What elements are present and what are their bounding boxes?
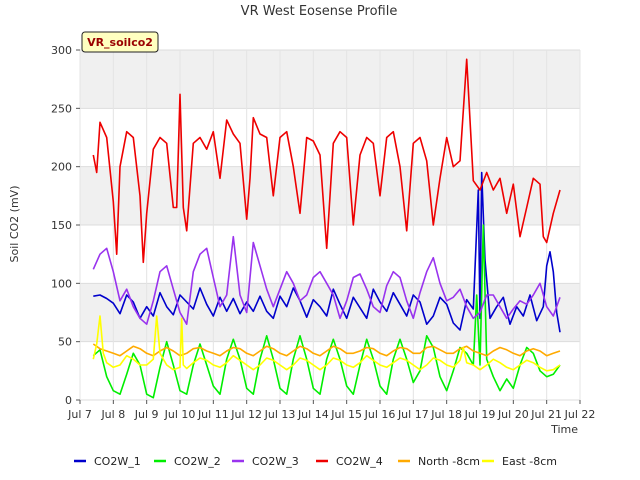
x-tick-label: Jul 22: [564, 408, 596, 421]
series-line-co2w-4: [92, 58, 561, 264]
x-tick-label: Jul 9: [134, 408, 159, 421]
x-tick-label: Jul 7: [67, 408, 92, 421]
x-tick-label: Jul 12: [230, 408, 262, 421]
series-line-east-8cm: [92, 315, 561, 372]
legend-item: East -8cm: [482, 455, 557, 468]
y-axis-label: Soil CO2 (mV): [8, 186, 21, 263]
legend-item: CO2W_4: [316, 455, 383, 468]
y-tick-label: 200: [51, 161, 72, 174]
badge-label: VR_soilco2: [87, 36, 153, 49]
x-tick-label: Jul 19: [464, 408, 496, 421]
x-tick-label: Jul 10: [164, 408, 196, 421]
x-tick-label: Jul 18: [430, 408, 462, 421]
legend-label: North -8cm: [418, 455, 480, 468]
legend-item: CO2W_2: [154, 455, 221, 468]
x-axis-label: Time: [550, 423, 578, 436]
x-tick-label: Jul 13: [264, 408, 296, 421]
series-layer: [92, 58, 561, 399]
plot-band: [80, 50, 580, 109]
x-tick-label: Jul 11: [197, 408, 229, 421]
legend-label: CO2W_4: [336, 455, 383, 468]
y-tick-label: 50: [58, 336, 72, 349]
y-tick-label: 300: [51, 44, 72, 57]
legend-item: North -8cm: [398, 455, 480, 468]
y-tick-label: 150: [51, 219, 72, 232]
badge: VR_soilco2: [81, 31, 159, 53]
legend-label: East -8cm: [502, 455, 557, 468]
legend-item: CO2W_1: [74, 455, 141, 468]
plot-band: [80, 283, 580, 342]
x-tick-label: Jul 16: [364, 408, 396, 421]
x-axis-ticks: Jul 7 Jul 8 Jul 9 Jul 10 Jul 11 Jul 12 Jul 13 J…: [67, 400, 595, 421]
x-tick-label: Jul 8: [100, 408, 125, 421]
y-tick-label: 0: [65, 394, 72, 407]
x-tick-label: Jul 15: [330, 408, 362, 421]
x-tick-label: Jul 17: [397, 408, 429, 421]
series-line-co2w-3: [92, 235, 561, 325]
y-tick-label: 250: [51, 102, 72, 115]
x-tick-label: Jul 21: [530, 408, 562, 421]
legend: CO2W_1 CO2W_2 CO2W_3 CO2W_4 North -8cm East -…: [74, 455, 557, 468]
chart-title: VR West Eosense Profile: [241, 4, 398, 19]
badge-box: [81, 31, 159, 53]
x-tick-label: Jul 14: [297, 408, 329, 421]
legend-label: CO2W_2: [174, 455, 221, 468]
legend-label: CO2W_1: [94, 455, 141, 468]
y-axis-ticks: 0 50 100 150 200 250 300: [51, 44, 80, 407]
series-line-north-8cm: [92, 343, 561, 357]
x-tick-label: Jul 20: [497, 408, 529, 421]
legend-label: CO2W_3: [252, 455, 299, 468]
series-line-co2w-2: [92, 224, 561, 399]
legend-item: CO2W_3: [232, 455, 299, 468]
y-tick-label: 100: [51, 277, 72, 290]
